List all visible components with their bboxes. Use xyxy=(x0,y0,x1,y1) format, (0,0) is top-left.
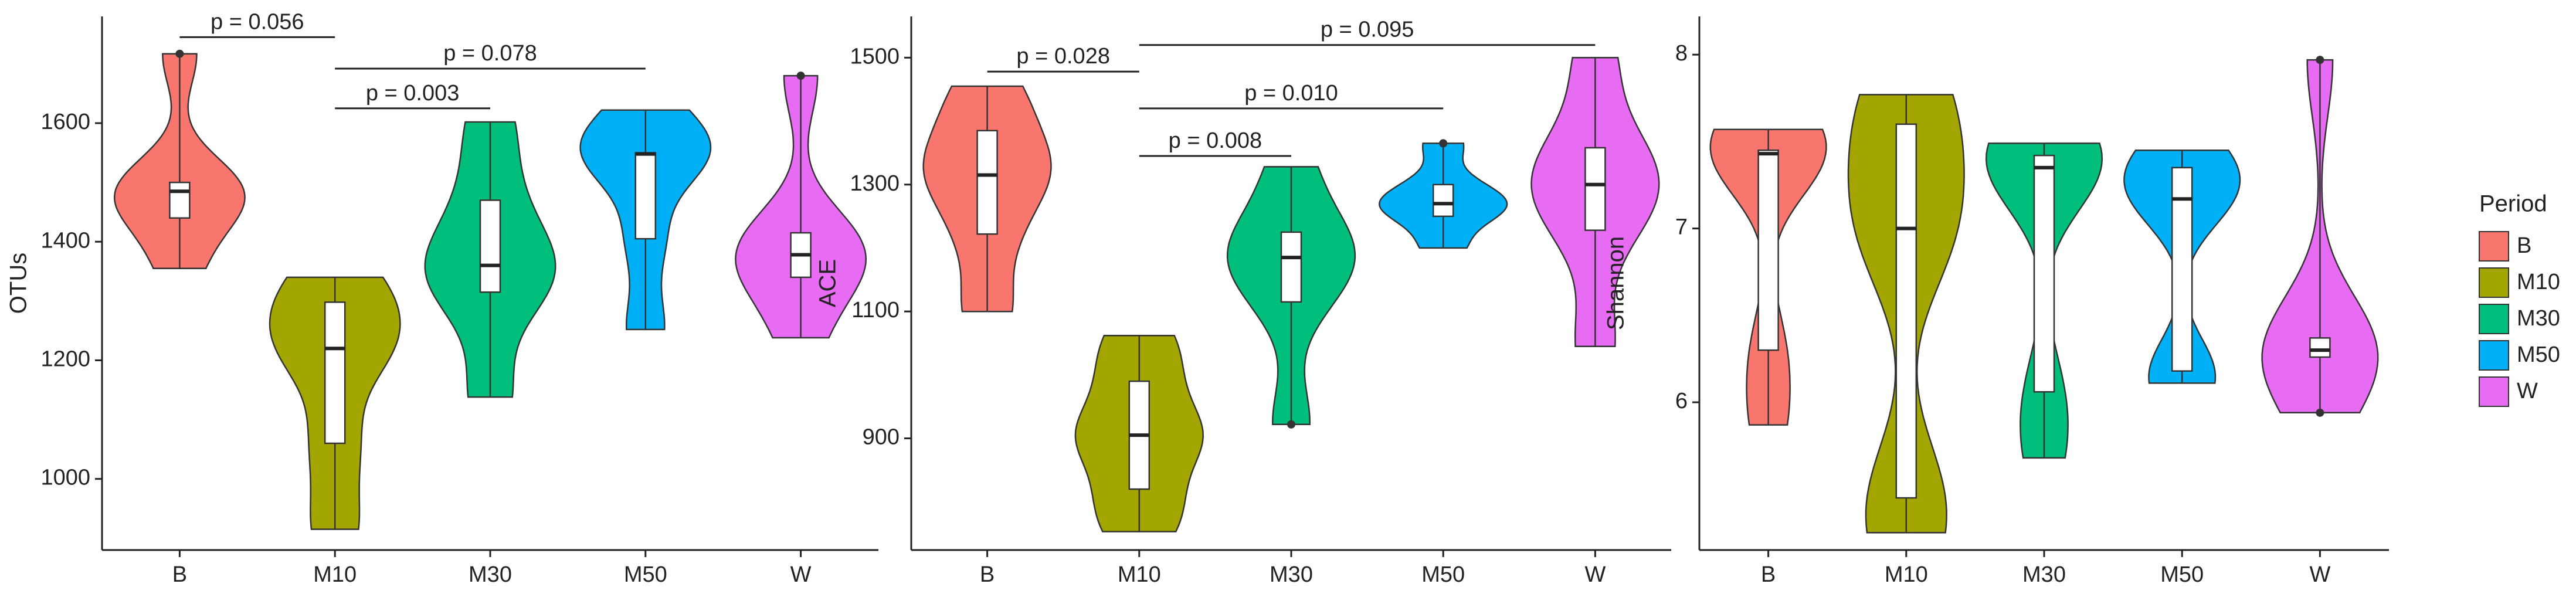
p-value: p = 0.056 xyxy=(211,9,304,34)
outlier xyxy=(1287,420,1295,429)
box xyxy=(479,199,501,293)
x-tick-label: B xyxy=(980,562,995,587)
box xyxy=(1432,184,1454,218)
y-tick-label: 7 xyxy=(1675,215,1688,240)
legend-swatch xyxy=(2479,304,2509,334)
outlier xyxy=(175,49,184,58)
y-tick-label: 8 xyxy=(1675,41,1688,66)
outlier xyxy=(2316,56,2324,65)
box xyxy=(976,130,998,235)
p-value: p = 0.078 xyxy=(443,41,537,66)
x-tick-label: B xyxy=(172,562,187,587)
x-tick-label: W xyxy=(790,562,812,587)
outlier xyxy=(1439,139,1448,148)
outlier xyxy=(796,72,805,80)
legend-label: B xyxy=(2517,233,2531,258)
x-tick-label: M50 xyxy=(1421,562,1465,587)
y-axis-label: ACE xyxy=(815,259,841,307)
x-tick-label: M10 xyxy=(1885,562,1928,587)
p-value: p = 0.008 xyxy=(1169,128,1262,153)
p-value: p = 0.028 xyxy=(1016,44,1110,69)
legend-label: M10 xyxy=(2517,270,2560,294)
x-tick-label: M10 xyxy=(313,562,357,587)
y-axis-label: OTUs xyxy=(6,253,32,314)
box xyxy=(1584,147,1606,231)
legend-label: M50 xyxy=(2517,342,2560,367)
box xyxy=(2033,154,2055,393)
x-tick-label: M10 xyxy=(1118,562,1161,587)
x-tick-label: B xyxy=(1761,562,1776,587)
x-tick-label: W xyxy=(2309,562,2330,587)
box xyxy=(1280,231,1302,303)
legend-swatch xyxy=(2479,340,2509,371)
legend-swatch xyxy=(2479,231,2509,262)
p-value: p = 0.010 xyxy=(1244,81,1338,106)
x-tick-label: M50 xyxy=(2160,562,2204,587)
legend-swatch xyxy=(2479,267,2509,298)
box xyxy=(2171,167,2193,372)
y-tick-label: 900 xyxy=(863,425,900,450)
p-value: p = 0.003 xyxy=(366,81,460,106)
y-tick-label: 1500 xyxy=(850,44,900,69)
y-axis-label: Shannon xyxy=(1603,236,1629,330)
y-tick-label: 1600 xyxy=(40,110,90,134)
box xyxy=(169,181,191,219)
y-tick-label: 1100 xyxy=(851,298,900,323)
y-tick-label: 1200 xyxy=(40,347,90,371)
x-tick-label: M30 xyxy=(2022,562,2066,587)
p-value: p = 0.095 xyxy=(1321,18,1414,42)
y-tick-label: 6 xyxy=(1675,389,1688,413)
legend-label: M30 xyxy=(2517,306,2560,331)
y-tick-label: 1000 xyxy=(40,466,90,490)
legend-title: Period xyxy=(2479,191,2547,217)
legend-label: W xyxy=(2517,379,2538,403)
legend-swatch xyxy=(2479,376,2509,407)
box xyxy=(1895,123,1917,499)
x-tick-label: M50 xyxy=(624,562,667,587)
box xyxy=(324,301,346,444)
y-tick-label: 1300 xyxy=(850,171,900,196)
y-tick-label: 1400 xyxy=(40,228,90,253)
x-tick-label: W xyxy=(1584,562,1606,587)
box xyxy=(634,152,657,240)
box xyxy=(1757,149,1779,351)
outlier xyxy=(2316,408,2324,417)
x-tick-label: M30 xyxy=(469,562,512,587)
box xyxy=(2309,337,2331,358)
x-tick-label: M30 xyxy=(1270,562,1313,587)
